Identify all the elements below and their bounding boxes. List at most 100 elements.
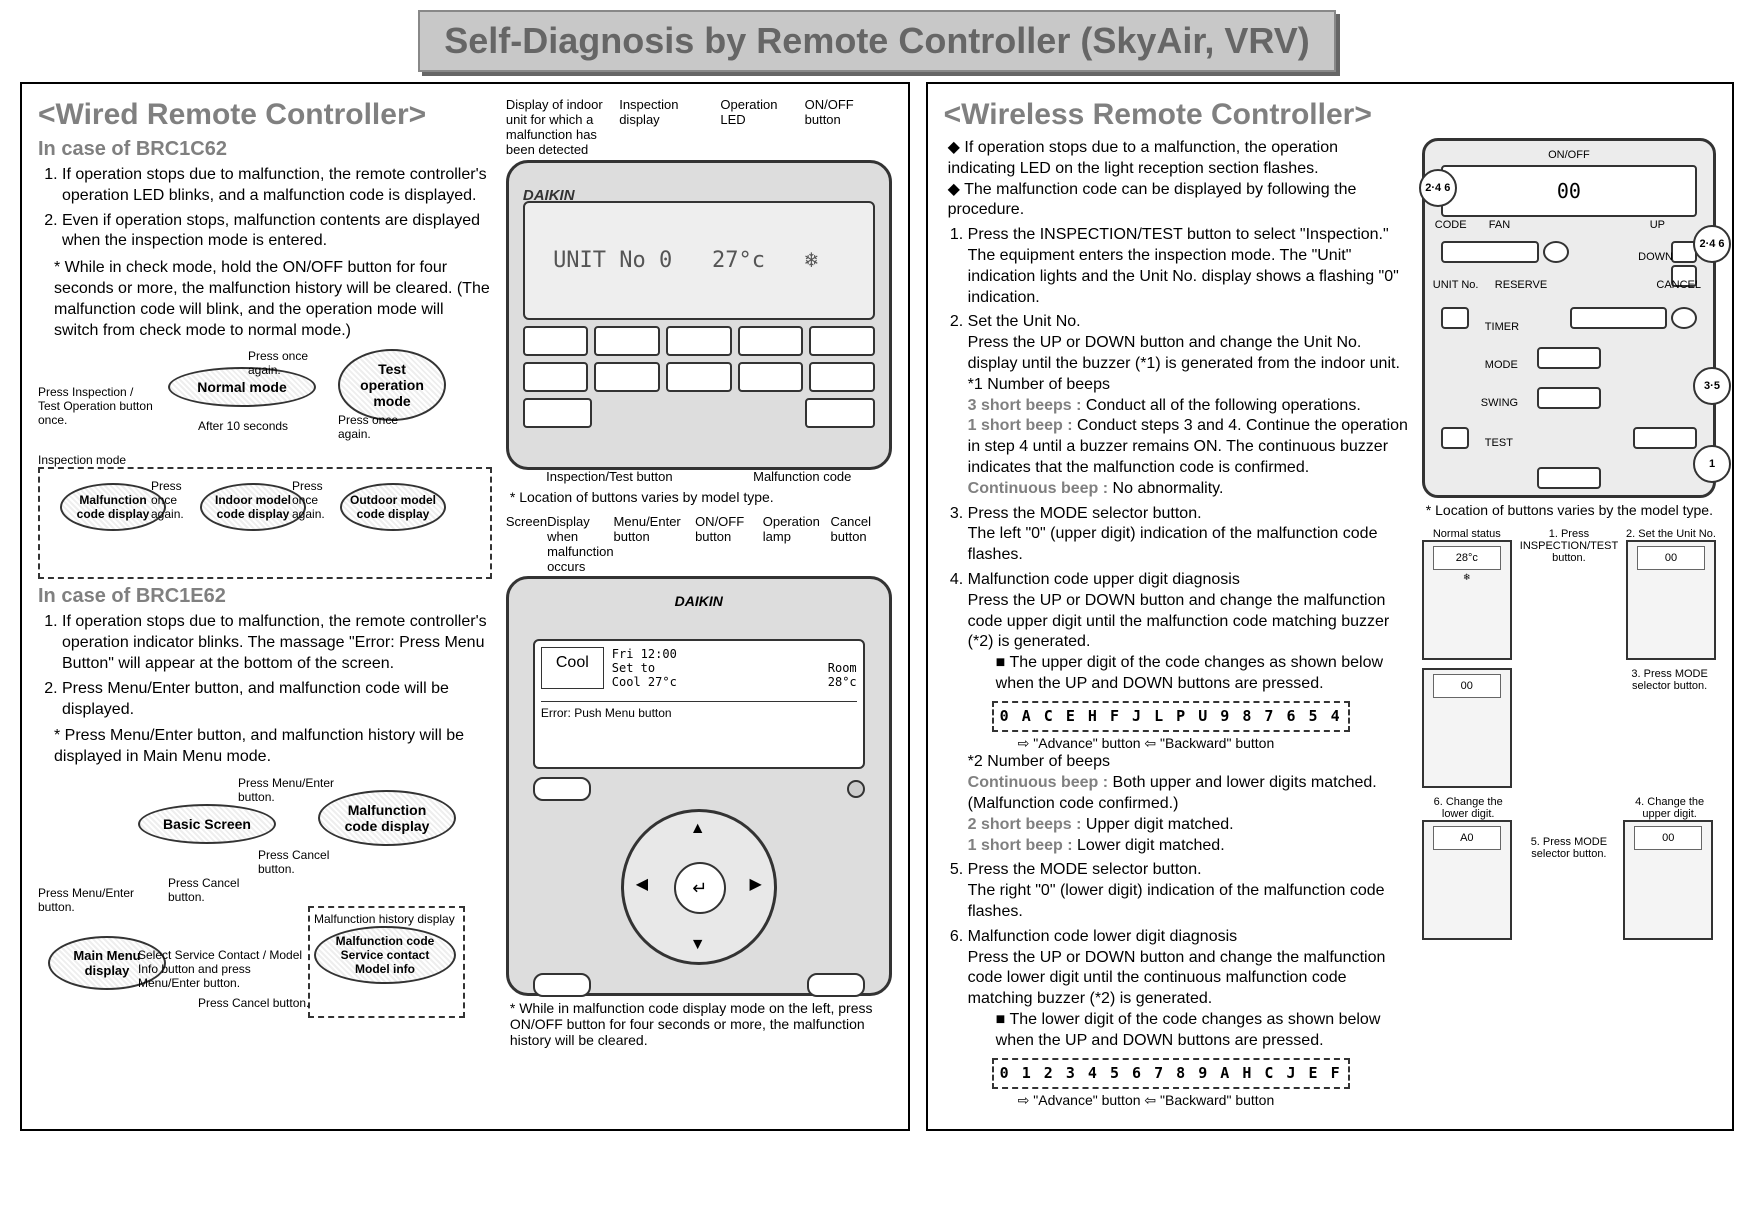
mini-label: 6. Change the lower digit. [1422, 796, 1515, 820]
controller-button[interactable] [594, 326, 660, 356]
cancel-button[interactable] [807, 973, 865, 997]
mini-display: 00 [1626, 540, 1716, 660]
controller-button[interactable] [666, 362, 732, 392]
controller-button[interactable] [809, 362, 875, 392]
mini-display: 00 [1623, 820, 1713, 940]
brand-logo: DAIKIN [519, 593, 879, 609]
fig1-top-labels: Display of indoor unit for which a malfu… [506, 98, 892, 158]
controller-button[interactable] [523, 362, 589, 392]
info-bubble: Malfunction code Service contact Model i… [314, 926, 456, 984]
side-button[interactable] [533, 973, 591, 997]
controller-button[interactable] [809, 326, 875, 356]
test-mode-bubble: Test operation mode [338, 349, 446, 421]
brc1e62-subhead: In case of BRC1E62 [38, 585, 492, 608]
indoor-code-bubble: Indoor model code display [200, 483, 306, 531]
button-row [523, 326, 875, 356]
right-icon[interactable]: ▶ [749, 874, 761, 894]
unitno-label: UNIT No. [1433, 279, 1479, 291]
time-indicator: Fri 12:00 [612, 647, 857, 661]
wireless-panel: <Wireless Remote Controller> If operatio… [926, 82, 1734, 1131]
remote-button[interactable] [1543, 241, 1569, 263]
remote-button[interactable] [1441, 427, 1469, 449]
onoff-label: ON/OFF [1433, 149, 1705, 161]
controller-button[interactable] [738, 362, 804, 392]
controller-button[interactable] [523, 326, 589, 356]
diagram-label: Press Menu/Enter button. [238, 776, 358, 804]
down-label: DOWN [1638, 251, 1673, 263]
lcd-screen: Cool Fri 12:00 Set to Room Cool 27°c 28°… [533, 639, 865, 769]
fig-label: Screen [506, 515, 547, 575]
wired-panel: <Wired Remote Controller> In case of BRC… [20, 82, 910, 1131]
list-item: Press the MODE selector button. The righ… [968, 860, 1410, 922]
upper-digit-codeline: 0 A C E H F J L P U 9 8 7 6 5 4 [992, 701, 1350, 733]
fig-label: ON/OFF button [805, 98, 892, 158]
nav-hint: ⇨ "Advance" button ⇦ "Backward" button [1018, 734, 1410, 752]
intro-bullet: If operation stops due to a malfunction,… [948, 138, 1410, 180]
operation-lamp-icon [847, 780, 865, 798]
lcd-screen: UNIT No 0 27°c ❄ [523, 201, 875, 320]
mini-label: 3. Press MODE selector button. [1623, 668, 1716, 692]
test-label: TEST [1485, 437, 1513, 449]
brc1c62-figure: DAIKIN UNIT No 0 27°c ❄ [506, 160, 892, 470]
page-title: Self-Diagnosis by Remote Controller (Sky… [418, 10, 1336, 72]
swing-button[interactable] [1633, 427, 1697, 449]
controller-button[interactable] [805, 398, 875, 428]
inspection-mode-box: Malfunction code display Indoor model co… [38, 467, 492, 579]
button-row [523, 398, 875, 428]
up-label: UP [1650, 219, 1665, 231]
list-item: Press the INSPECTION/TEST button to sele… [968, 225, 1410, 308]
fig2-note: * While in malfunction code display mode… [510, 1000, 892, 1048]
inspection-test-button[interactable] [523, 398, 593, 428]
fig-label: Malfunction code [753, 470, 851, 485]
reserve-button[interactable] [1570, 307, 1667, 329]
wireless-steps: Press the INSPECTION/TEST button to sele… [944, 225, 1410, 1109]
set-label: Set to [612, 661, 655, 675]
fig-label: ON/OFF button [695, 515, 763, 575]
timer-button[interactable] [1537, 347, 1601, 369]
brc1e62-figure: DAIKIN Cool Fri 12:00 Set to Room [506, 576, 892, 996]
mode-state-diagram: Normal mode Test operation mode Malfunct… [38, 349, 492, 579]
brc1c62-subhead: In case of BRC1C62 [38, 138, 492, 161]
diagram-label: Press once again. [248, 349, 328, 377]
fig-label: Menu/Enter button [614, 515, 696, 575]
list-item: Press the MODE selector button. The left… [968, 504, 1410, 566]
list-item: Malfunction code upper digit diagnosis P… [968, 570, 1410, 856]
side-button[interactable] [533, 777, 591, 801]
controller-button[interactable] [666, 326, 732, 356]
diagram-label: After 10 seconds [198, 419, 288, 433]
up-icon[interactable]: ▲ [690, 820, 706, 838]
controller-button[interactable] [594, 362, 660, 392]
mode-button[interactable] [1537, 387, 1601, 409]
brc1e62-state-diagram: Basic Screen Malfunction code display Ma… [38, 776, 492, 1026]
room-temp: 28°c [828, 675, 857, 689]
swing-label: SWING [1481, 397, 1518, 409]
enter-button[interactable]: ↵ [674, 862, 726, 914]
remote-display: 00 [1441, 165, 1697, 217]
list-item: Press Menu/Enter button, and malfunction… [62, 679, 492, 721]
square-bullet: The upper digit of the code changes as s… [996, 653, 1410, 695]
mini-label: 4. Change the upper digit. [1623, 796, 1716, 820]
diagram-label: Press Cancel button. [168, 876, 258, 904]
list-item: Set the Unit No. Press the UP or DOWN bu… [968, 312, 1410, 499]
cancel-button[interactable] [1671, 307, 1697, 329]
left-icon[interactable]: ◀ [636, 874, 648, 894]
basic-screen-bubble: Basic Screen [138, 804, 276, 844]
inspection-test-button[interactable] [1537, 467, 1601, 489]
fig-label: Display when malfunction occurs [547, 515, 613, 575]
remote-button[interactable] [1441, 241, 1539, 263]
set-temp: Cool 27°c [612, 675, 677, 689]
mini-display: 28°c❄ [1422, 540, 1512, 660]
diagram-label: Press once again. [338, 413, 408, 441]
outdoor-code-bubble: Outdoor model code display [340, 483, 446, 531]
down-icon[interactable]: ▼ [690, 936, 706, 954]
controller-button[interactable] [738, 326, 804, 356]
error-message: Error: Push Menu button [541, 701, 857, 720]
step-badge: 2·4 6 [1693, 225, 1731, 263]
diagram-label: Press once again. [151, 479, 211, 521]
history-display-box: Malfunction history display Malfunction … [308, 906, 465, 1018]
diagram-label: Press Menu/Enter button. [38, 886, 148, 914]
unitno-button[interactable] [1441, 307, 1469, 329]
wireless-heading: <Wireless Remote Controller> [944, 98, 1716, 132]
mini-display: A0 [1422, 820, 1512, 940]
diagram-label: Press once again. [292, 479, 352, 521]
